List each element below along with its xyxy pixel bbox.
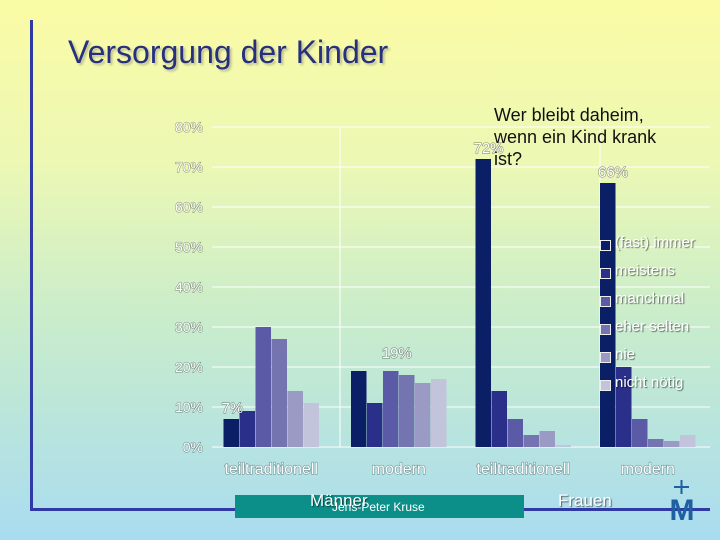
bar <box>399 375 415 447</box>
bar <box>523 435 539 447</box>
legend-label: manchmal <box>615 290 685 307</box>
bar <box>539 431 555 447</box>
legend-label: nicht nötig <box>615 374 684 391</box>
x-tick-label: modern <box>621 461 675 478</box>
data-label: 19% <box>382 345 412 362</box>
bar <box>303 403 319 447</box>
bar <box>415 383 431 447</box>
y-tick-label: 30% <box>175 319 203 335</box>
x-tick-label: teiltraditionell <box>225 461 318 478</box>
y-tick-label: 10% <box>175 399 203 415</box>
legend-swatch <box>600 268 611 279</box>
logo-letter: M <box>670 494 695 522</box>
bar <box>271 339 287 447</box>
x-tick-label: modern <box>372 461 426 478</box>
legend-label: nie <box>615 346 636 363</box>
y-tick-label: 60% <box>175 199 203 215</box>
group-label-men: Männer <box>310 491 368 510</box>
logo-icon: M <box>670 480 695 522</box>
bar <box>255 327 271 447</box>
y-tick-label: 80% <box>175 119 203 135</box>
bar <box>475 159 491 447</box>
bar <box>507 419 523 447</box>
subtitle-line-2: wenn ein Kind krank <box>494 127 657 147</box>
y-tick-label: 70% <box>175 159 203 175</box>
y-tick-label: 0% <box>183 439 203 455</box>
bar <box>555 445 571 447</box>
legend-item: manchmal <box>600 290 716 318</box>
bar <box>383 371 399 447</box>
men-group-bar <box>235 495 524 518</box>
data-label: 72% <box>474 140 504 157</box>
legend-label: meistens <box>615 262 676 279</box>
legend-item: meistens <box>600 262 716 290</box>
legend-item: (fast) immer <box>600 234 716 262</box>
bar <box>351 371 367 447</box>
author-credit: Jens-Peter Kruse <box>332 500 425 514</box>
legend-swatch <box>600 324 611 335</box>
bar <box>223 419 239 447</box>
bar <box>239 411 255 447</box>
y-tick-label: 40% <box>175 279 203 295</box>
legend-swatch <box>600 380 611 391</box>
legend-swatch <box>600 240 611 251</box>
y-tick-label: 20% <box>175 359 203 375</box>
bar <box>287 391 303 447</box>
subtitle-line-1: Wer bleibt daheim, <box>494 105 644 125</box>
bar <box>616 367 632 447</box>
bar <box>648 439 664 447</box>
chart-legend: (fast) immer meistens manchmal eher selten n… <box>600 234 716 402</box>
bar <box>664 441 680 447</box>
y-tick-label: 50% <box>175 239 203 255</box>
bar <box>680 435 696 447</box>
legend-item: nicht nötig <box>600 374 716 402</box>
group-label-women: Frauen <box>558 491 612 510</box>
bar <box>632 419 648 447</box>
bar <box>367 403 383 447</box>
slide-title: Versorgung der Kinder <box>68 34 389 70</box>
legend-item: eher selten <box>600 318 716 346</box>
legend-swatch <box>600 352 611 363</box>
legend-label: (fast) immer <box>615 234 695 251</box>
legend-item: nie <box>600 346 716 374</box>
data-label: 66% <box>598 164 628 181</box>
legend-swatch <box>600 296 611 307</box>
data-label: 7% <box>222 400 244 417</box>
frame-left-line <box>30 20 33 510</box>
subtitle-line-3: ist? <box>494 149 523 169</box>
bar <box>491 391 507 447</box>
chart-subtitle: Wer bleibt daheim, wenn ein Kind krank i… <box>494 104 656 170</box>
bar <box>431 379 447 447</box>
legend-label: eher selten <box>615 318 690 335</box>
x-tick-label: teiltraditionell <box>477 461 570 478</box>
